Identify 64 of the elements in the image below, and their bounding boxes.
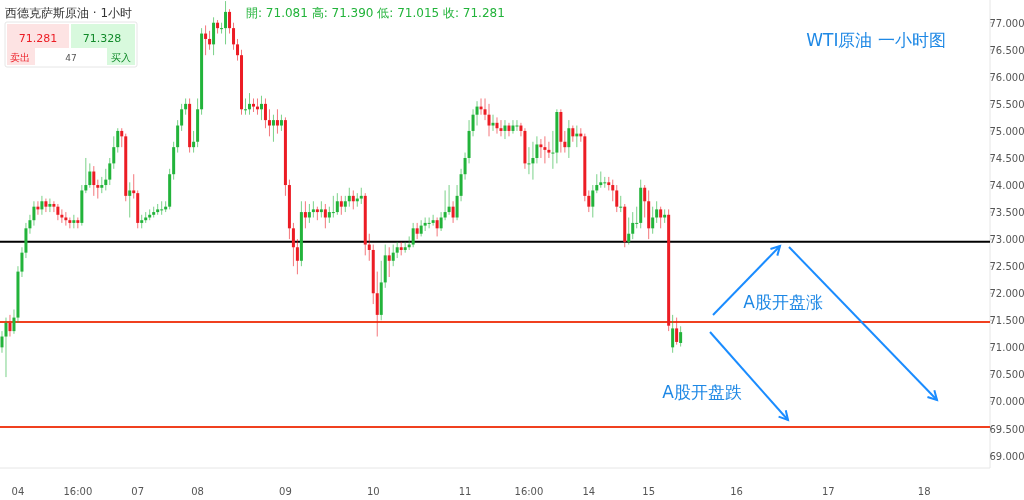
candlestick <box>64 211 68 227</box>
annotation: 71.328 <box>82 32 122 45</box>
x-tick-label: 14 <box>582 486 596 497</box>
candlestick <box>427 217 431 229</box>
candlestick <box>68 217 72 229</box>
candlestick <box>603 176 607 189</box>
x-tick-label: 17 <box>821 486 835 497</box>
y-tick-label: 71.000 <box>989 342 1024 354</box>
x-tick-label: 10 <box>366 486 380 497</box>
candlestick <box>220 22 224 35</box>
candlestick <box>511 119 515 135</box>
annotation: 卖出 <box>10 52 30 63</box>
candlestick <box>619 195 623 213</box>
y-tick-label: 75.500 <box>989 98 1024 110</box>
x-tick-label: 07 <box>131 486 145 497</box>
annotation: A股开盘涨 <box>743 292 823 312</box>
candlestick <box>491 114 495 132</box>
text: 西德克萨斯原油 · 1小时 <box>5 6 133 20</box>
annotation: 买入 <box>111 52 131 63</box>
candlestick <box>547 141 551 159</box>
candlestick <box>431 214 435 227</box>
y-tick-label: 74.500 <box>989 152 1024 164</box>
candlestick <box>160 200 164 216</box>
y-tick-label: 73.500 <box>989 207 1024 219</box>
y-tick-label: 77.000 <box>989 17 1024 29</box>
y-tick-label: 72.000 <box>989 288 1024 300</box>
candlestick <box>423 217 427 232</box>
candlestick <box>44 198 48 213</box>
y-tick-label: 70.500 <box>989 369 1024 381</box>
y-tick-label: 76.000 <box>989 71 1024 83</box>
candlestick <box>495 116 499 135</box>
y-tick-label: 75.000 <box>989 125 1024 137</box>
candlestick <box>72 214 76 229</box>
x-tick-label: 16:00 <box>63 486 93 497</box>
y-tick-label: 76.500 <box>989 44 1024 56</box>
candlestick <box>56 203 60 221</box>
x-tick-label: 16:00 <box>514 486 544 497</box>
candlestick <box>244 97 247 116</box>
annotation: 開: 71.081 高: 71.390 低: 71.015 收: 71.281 <box>246 6 505 20</box>
y-tick-label: 69.500 <box>989 423 1024 435</box>
y-tick-label: 73.000 <box>989 234 1024 246</box>
candlestick <box>507 122 511 137</box>
candlestick <box>48 198 52 213</box>
x-tick-label: 15 <box>642 486 656 497</box>
annotation: 71.281 <box>18 32 58 45</box>
candlestick <box>499 119 503 137</box>
x-tick-label: 08 <box>191 486 204 497</box>
annotation: A股开盘跌 <box>662 382 742 402</box>
text: WTI原油 一小时图 <box>806 30 946 50</box>
x-tick-label: 11 <box>458 486 472 497</box>
y-tick-label: 72.500 <box>989 261 1024 273</box>
x-tick-label: 18 <box>917 486 931 497</box>
x-tick-label: 04 <box>11 486 25 497</box>
y-tick-label: 74.000 <box>989 180 1024 192</box>
y-tick-label: 70.000 <box>989 396 1024 408</box>
y-tick-label: 69.000 <box>989 450 1024 462</box>
candlestick <box>52 200 56 213</box>
x-tick-label: 16 <box>730 486 743 497</box>
y-tick-label: 71.500 <box>989 315 1024 327</box>
candlestick <box>515 119 519 132</box>
annotation: 47 <box>65 53 77 63</box>
x-tick-label: 09 <box>279 486 292 497</box>
candlestick <box>419 219 423 237</box>
candlestick <box>519 122 523 137</box>
